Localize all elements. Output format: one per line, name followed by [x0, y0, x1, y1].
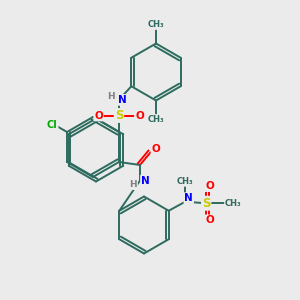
- Text: CH₃: CH₃: [177, 177, 194, 186]
- Text: O: O: [94, 110, 103, 121]
- Text: O: O: [206, 215, 214, 225]
- Text: O: O: [135, 110, 144, 121]
- Text: CH₃: CH₃: [148, 115, 164, 124]
- Text: H: H: [107, 92, 114, 101]
- Text: CH₃: CH₃: [225, 199, 242, 208]
- Text: O: O: [206, 181, 214, 191]
- Text: Cl: Cl: [47, 120, 58, 130]
- Text: S: S: [115, 109, 123, 122]
- Text: N: N: [184, 193, 193, 203]
- Text: S: S: [202, 197, 210, 210]
- Text: H: H: [130, 180, 137, 189]
- Text: CH₃: CH₃: [148, 20, 164, 29]
- Text: O: O: [152, 144, 160, 154]
- Text: N: N: [141, 176, 150, 186]
- Text: N: N: [118, 95, 127, 105]
